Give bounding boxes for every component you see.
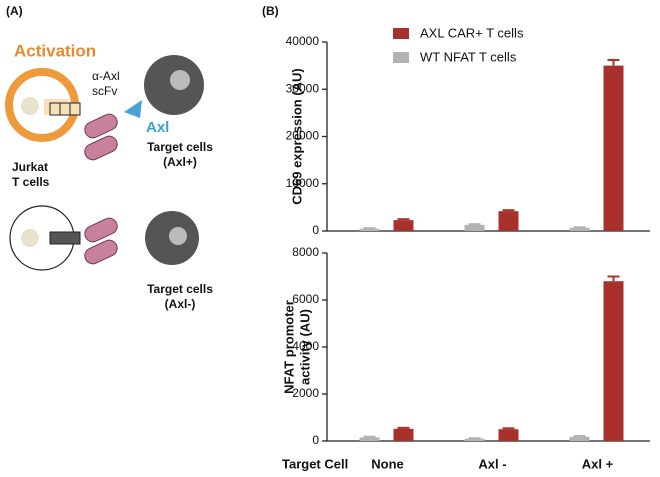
scfv: [84, 113, 118, 139]
scfv-label: scFv: [92, 84, 117, 98]
x-tick-label: Axl +: [582, 456, 614, 471]
target-label: Target cells: [147, 282, 213, 296]
panel-label: (B): [262, 4, 279, 18]
scfv: [84, 239, 118, 265]
target-nucleus: [170, 70, 190, 90]
scfv-label: α-Axl: [92, 69, 120, 83]
target-nucleus: [169, 227, 187, 245]
bar: [464, 438, 485, 441]
jurkat-label: Jurkat: [12, 160, 48, 174]
legend-swatch: [393, 28, 409, 39]
y-tick-label: 8000: [292, 245, 319, 259]
bar: [603, 65, 624, 231]
panel-label: (A): [6, 4, 23, 18]
bar: [359, 437, 380, 441]
receptor: [49, 231, 81, 245]
scfv: [84, 135, 118, 161]
bar: [569, 436, 590, 441]
activation-label: Activation: [14, 41, 96, 60]
y-axis-label: NFAT promoter: [281, 300, 296, 394]
y-tick-label: 0: [312, 223, 319, 237]
bar: [393, 220, 414, 231]
bar: [498, 211, 519, 231]
receptor: [49, 102, 81, 116]
legend-label: AXL CAR+ T cells: [420, 25, 524, 40]
bar: [498, 429, 519, 441]
x-tick-label: None: [371, 456, 404, 471]
target-label: (Axl+): [163, 155, 197, 169]
y-axis-label: activity (AU): [297, 309, 312, 385]
y-tick-label: 4000: [292, 339, 319, 353]
y-tick-label: 30000: [286, 81, 320, 95]
y-tick-label: 0: [312, 433, 319, 447]
axl-antigen: [124, 100, 142, 118]
x-tick-label: Axl -: [478, 456, 506, 471]
y-axis-label: CD69 expression (AU): [289, 68, 304, 205]
bar: [569, 227, 590, 231]
nucleus: [21, 97, 39, 115]
y-tick-label: 6000: [292, 292, 319, 306]
target-label: Target cells: [147, 140, 213, 154]
scfv: [84, 217, 118, 243]
x-axis-label: Target Cell: [282, 456, 348, 471]
bar: [603, 281, 624, 441]
y-tick-label: 20000: [286, 129, 320, 143]
nucleus: [21, 229, 39, 247]
y-tick-label: 10000: [286, 176, 320, 190]
y-tick-label: 40000: [286, 34, 320, 48]
bar: [359, 228, 380, 231]
y-tick-label: 2000: [292, 386, 319, 400]
jurkat-label: T cells: [12, 175, 50, 189]
legend-label: WT NFAT T cells: [420, 49, 517, 64]
bar: [464, 224, 485, 231]
bar: [393, 428, 414, 441]
legend-swatch: [393, 52, 409, 63]
target-label: (Axl-): [165, 297, 196, 311]
axl-label: Axl: [146, 119, 169, 136]
